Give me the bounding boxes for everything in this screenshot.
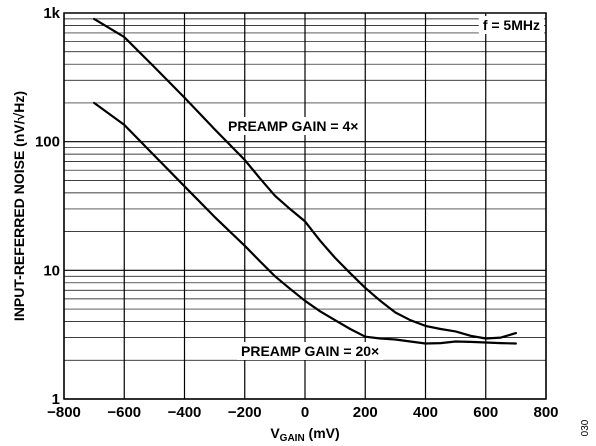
x-tick-label: 200 [353, 404, 378, 421]
series-4x-label: PREAMP GAIN = 4× [228, 118, 358, 134]
x-tick-label: −600 [107, 404, 141, 421]
x-tick-label: 600 [473, 404, 498, 421]
figure-code: 030 [580, 419, 591, 436]
x-tick-label: −400 [168, 404, 202, 421]
curves [93, 17, 517, 345]
frequency-label-bg [478, 16, 544, 34]
grid [63, 13, 547, 400]
x-axis-label-main: V [270, 425, 280, 441]
x-tick-label: 800 [533, 404, 558, 421]
y-tick-label: 10 [43, 262, 60, 279]
annotations: f = 5MHz PREAMP GAIN = 4× PREAMP GAIN = … [224, 16, 544, 360]
series-line-4x [93, 17, 517, 340]
x-axis-label-sub: GAIN [280, 433, 305, 444]
x-axis-label-unit: (mV) [305, 425, 340, 441]
series-20x-label-bg [237, 342, 384, 360]
x-tick-label: 0 [301, 404, 309, 421]
series-4x-label-bg [224, 117, 363, 135]
x-tick-label: 400 [413, 404, 438, 421]
x-axis-label: VGAIN (mV) [270, 425, 339, 444]
y-axis-label: INPUT-REFERRED NOISE (nV/√Hz) [11, 91, 27, 321]
x-tick-labels: −800 −600 −400 −200 0 200 400 600 800 [47, 404, 558, 421]
y-tick-label: 100 [35, 134, 60, 151]
frequency-label: f = 5MHz [483, 17, 540, 33]
y-tick-label: 1 [52, 391, 60, 408]
series-20x-label: PREAMP GAIN = 20× [241, 343, 379, 359]
plot-border [63, 12, 547, 400]
series-line-20x [93, 101, 517, 345]
x-tick-label: −200 [228, 404, 262, 421]
y-tick-labels: 1 10 100 1k [35, 5, 61, 408]
y-tick-label: 1k [43, 5, 60, 22]
x-tick-label: −800 [47, 404, 81, 421]
